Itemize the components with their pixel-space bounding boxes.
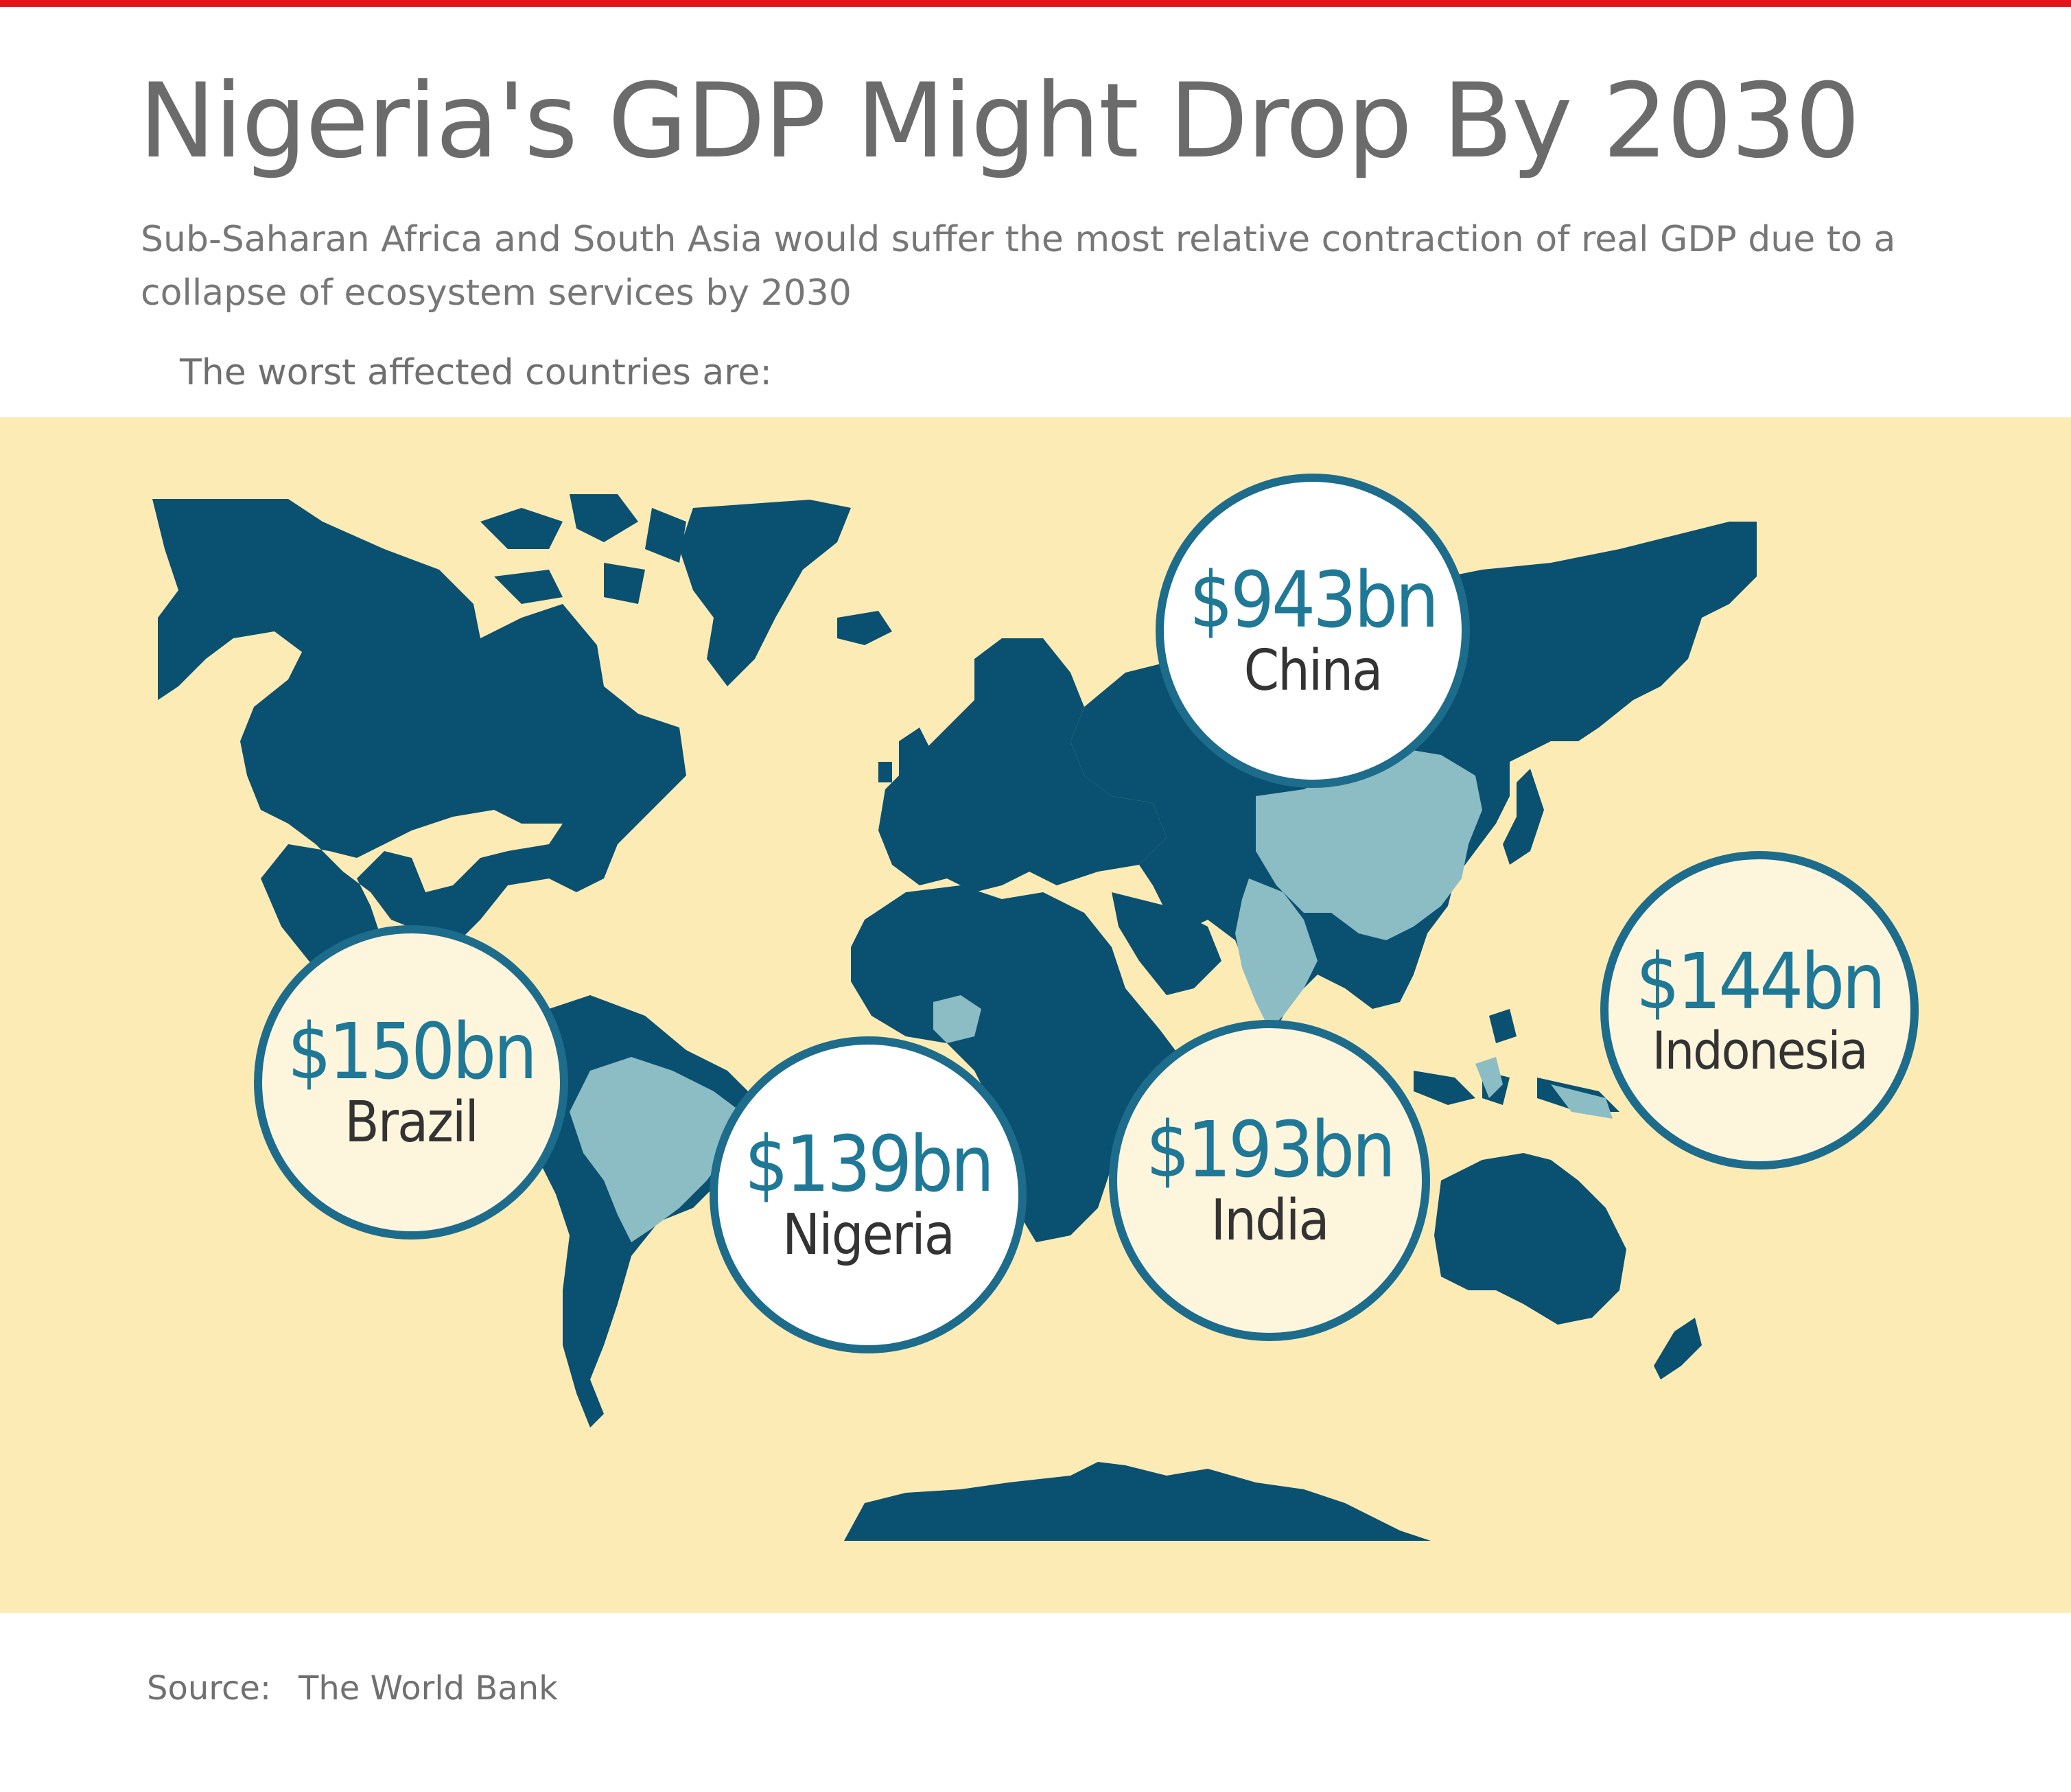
- nigeria-label: Nigeria: [782, 1202, 955, 1268]
- british-isles: [878, 728, 933, 782]
- brazil-amount: $150bn: [287, 1008, 537, 1097]
- japan: [1503, 769, 1544, 865]
- india-land: [1235, 878, 1318, 1029]
- land-masses: [152, 494, 1757, 1541]
- top-accent-bar: [0, 0, 2071, 7]
- lead-text: The worst affected countries are:: [180, 352, 772, 393]
- indonesia-land: [1475, 1057, 1613, 1119]
- source-line: Source: The World Bank: [147, 1668, 558, 1709]
- europe: [878, 638, 1167, 892]
- page-subtitle: Sub-Saharan Africa and South Asia would …: [141, 219, 1896, 314]
- nigeria-land: [933, 995, 981, 1043]
- brazil-land: [570, 1057, 741, 1242]
- arctic-islands: [480, 494, 686, 604]
- china-amount: $943bn: [1189, 556, 1439, 646]
- greenland: [679, 500, 851, 686]
- australia: [1434, 1153, 1626, 1325]
- indonesia-label: Indonesia: [1652, 1019, 1869, 1081]
- china-label: China: [1243, 638, 1383, 703]
- nigeria-bubble: $139bn Nigeria: [710, 1036, 1027, 1353]
- highlighted-countries: [570, 748, 1613, 1242]
- sea-islands: [1414, 1009, 1619, 1112]
- source-value: The World Bank: [299, 1669, 558, 1708]
- china-bubble: $943bn China: [1156, 474, 1470, 788]
- india-amount: $193bn: [1145, 1106, 1396, 1196]
- antarctica: [844, 1462, 1431, 1541]
- nigeria-amount: $139bn: [744, 1120, 994, 1210]
- new-zealand: [1654, 1318, 1702, 1380]
- source-label: Source:: [147, 1669, 272, 1708]
- china-land: [1256, 748, 1482, 940]
- brazil-label: Brazil: [344, 1089, 479, 1155]
- indonesia-amount: $144bn: [1635, 938, 1886, 1027]
- indonesia-bubble: $144bn Indonesia: [1600, 851, 1919, 1170]
- page-title: Nigeria's GDP Might Drop By 2030: [139, 62, 1860, 181]
- india-label: India: [1210, 1187, 1329, 1253]
- india-bubble: $193bn India: [1109, 1020, 1430, 1341]
- world-map: [152, 494, 1757, 1541]
- north-america: [152, 499, 686, 1002]
- africa: [851, 885, 1180, 1242]
- arabia: [1112, 892, 1221, 995]
- iceland: [837, 611, 892, 645]
- brazil-bubble: $150bn Brazil: [254, 925, 568, 1240]
